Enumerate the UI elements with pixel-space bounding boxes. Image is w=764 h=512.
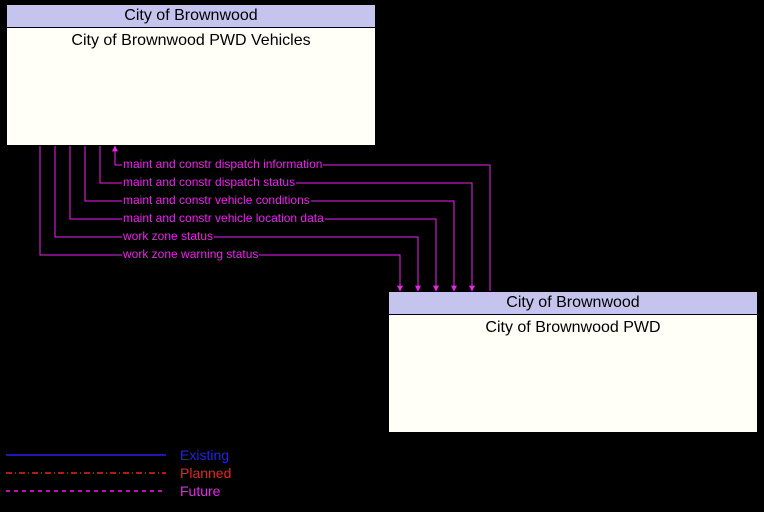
flow-label: maint and constr dispatch information bbox=[122, 158, 323, 170]
node-pwd: City of Brownwood City of Brownwood PWD bbox=[388, 291, 758, 433]
legend-label: Existing bbox=[180, 447, 229, 463]
flow-label: work zone warning status bbox=[122, 248, 259, 260]
flow-label: maint and constr vehicle conditions bbox=[122, 194, 311, 206]
node-pwd-vehicles: City of Brownwood City of Brownwood PWD … bbox=[6, 4, 376, 146]
node-header: City of Brownwood bbox=[389, 292, 757, 315]
flow-label: maint and constr vehicle location data bbox=[122, 212, 325, 224]
flow-label: maint and constr dispatch status bbox=[122, 176, 296, 188]
node-header: City of Brownwood bbox=[7, 5, 375, 28]
flow-label: work zone status bbox=[122, 230, 214, 242]
node-title: City of Brownwood PWD Vehicles bbox=[7, 28, 375, 54]
legend-label: Planned bbox=[180, 465, 231, 481]
legend-label: Future bbox=[180, 483, 220, 499]
node-title: City of Brownwood PWD bbox=[389, 315, 757, 341]
